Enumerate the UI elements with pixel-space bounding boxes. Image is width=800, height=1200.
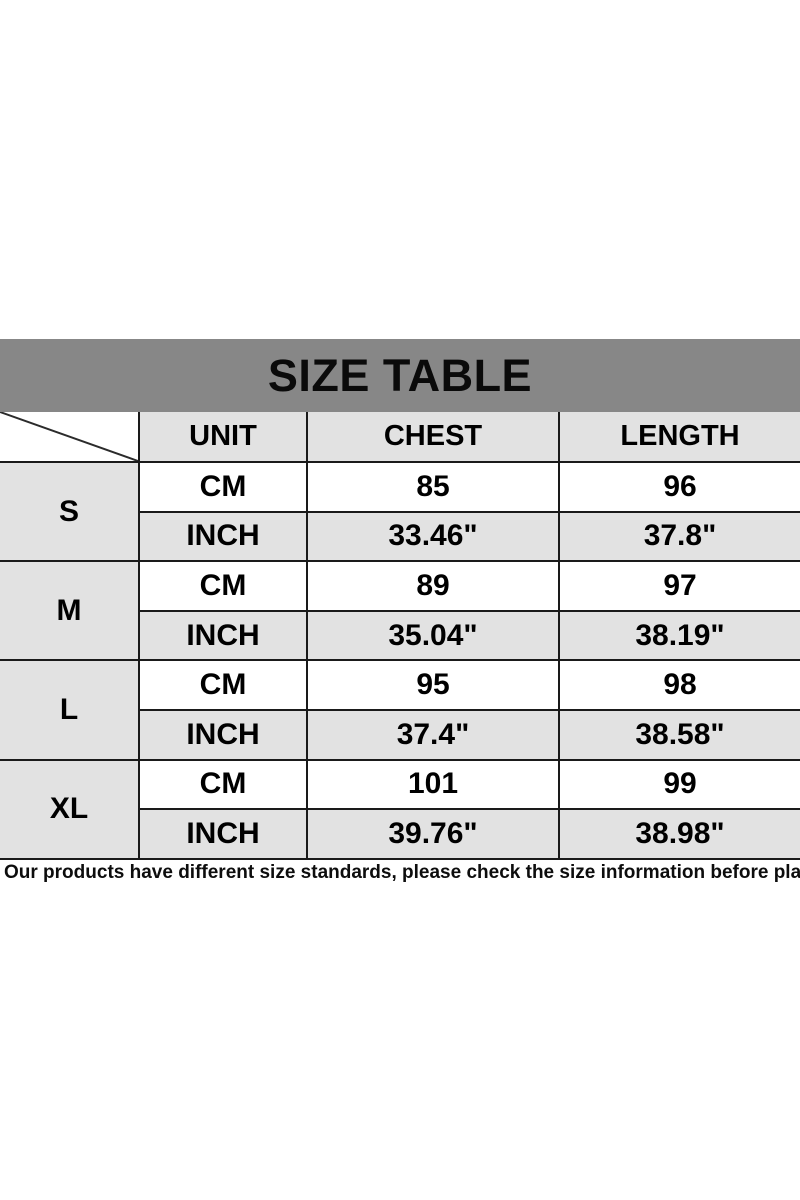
size-label-m: M — [0, 560, 140, 662]
size-label-xl: XL — [0, 758, 140, 860]
unit-label-inch: INCH — [139, 808, 308, 860]
unit-label-inch: INCH — [139, 510, 308, 563]
unit-label-inch: INCH — [139, 708, 308, 761]
m-inch-length-value: 38.19" — [558, 609, 800, 662]
col-header-length: LENGTH — [558, 412, 800, 463]
l-cm-chest-value: 95 — [306, 659, 560, 711]
m-cm-length-value: 97 — [558, 560, 800, 612]
page-title: SIZE TABLE — [267, 349, 533, 401]
s-cm-length-value: 96 — [558, 461, 800, 513]
xl-cm-length-value: 99 — [558, 758, 800, 811]
unit-label-cm: CM — [138, 758, 308, 811]
size-label-l: L — [0, 659, 140, 761]
size-label-s: S — [0, 460, 140, 563]
table-row-s-cm: S CM 85 96 — [0, 460, 800, 563]
m-inch-chest-value: 35.04" — [306, 609, 560, 662]
diagonal-line — [0, 412, 138, 461]
header-row: UNIT CHEST LENGTH — [0, 412, 800, 463]
s-cm-chest-value: 85 — [306, 461, 560, 513]
size-table: UNIT CHEST LENGTH S CM 85 96 INCH 33.46"… — [0, 412, 800, 860]
table-row-m-cm: M CM 89 97 — [0, 560, 800, 662]
xl-inch-length-value: 38.98" — [558, 808, 800, 860]
table-row-xl-cm: XL CM 101 99 — [0, 758, 800, 860]
xl-inch-chest-value: 39.76" — [306, 808, 560, 860]
diagonal-cell — [0, 412, 140, 463]
size-table-title-bar: SIZE TABLE — [0, 339, 800, 412]
col-header-unit: UNIT — [138, 412, 308, 463]
unit-label-cm: CM — [138, 659, 308, 711]
l-inch-length-value: 38.58" — [558, 708, 800, 761]
table-row-xl-inch: INCH 39.76" 38.98" — [0, 808, 800, 860]
unit-label-inch: INCH — [139, 609, 308, 662]
col-header-chest: CHEST — [306, 412, 560, 463]
table-row-l-inch: INCH 37.4" 38.58" — [0, 708, 800, 761]
s-inch-length-value: 37.8" — [558, 510, 800, 563]
footer-note: Our products have different size standar… — [4, 862, 800, 883]
table-row-m-inch: INCH 35.04" 38.19" — [0, 609, 800, 662]
unit-label-cm: CM — [138, 560, 308, 612]
l-inch-chest-value: 37.4" — [306, 708, 560, 761]
unit-label-cm: CM — [138, 461, 308, 513]
l-cm-length-value: 98 — [558, 659, 800, 711]
table-row-s-inch: INCH 33.46" 37.8" — [0, 510, 800, 563]
m-cm-chest-value: 89 — [306, 560, 560, 612]
s-inch-chest-value: 33.46" — [306, 510, 560, 563]
table-row-l-cm: L CM 95 98 — [0, 659, 800, 761]
xl-cm-chest-value: 101 — [306, 758, 560, 811]
